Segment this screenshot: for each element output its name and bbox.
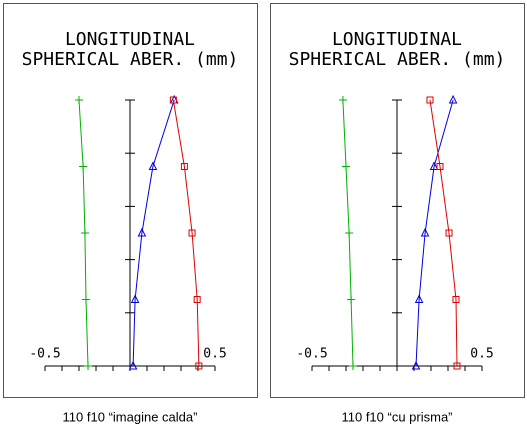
- curve: [415, 99, 454, 367]
- square-marker: [436, 163, 444, 170]
- chart-title: SPHERICAL ABER. (mm): [289, 49, 506, 70]
- triangle-marker: [137, 227, 147, 237]
- triangle-marker: [148, 161, 158, 170]
- x-tick-label: -0.5: [296, 347, 327, 362]
- square-marker: [426, 96, 434, 104]
- triangle-marker: [448, 94, 458, 104]
- square-marker: [193, 296, 201, 303]
- curve: [172, 99, 200, 367]
- triangle-marker: [130, 294, 140, 303]
- square-marker: [445, 229, 453, 237]
- square-marker: [453, 362, 461, 370]
- plus-marker: [338, 96, 347, 104]
- panel-frame: [3, 3, 258, 398]
- curve: [132, 99, 175, 367]
- square-marker: [169, 96, 177, 104]
- plus-marker: [84, 362, 93, 370]
- plus-marker: [81, 295, 90, 304]
- square-marker: [195, 362, 203, 370]
- triangle-marker: [420, 227, 430, 237]
- x-tick-label: -0.5: [29, 347, 60, 362]
- caption: 110 f10 “imagine calda”: [63, 409, 198, 424]
- plus-marker: [348, 362, 357, 370]
- plus-marker: [80, 229, 89, 237]
- chart-title: SPHERICAL ABER. (mm): [22, 49, 239, 70]
- square-marker: [180, 163, 188, 170]
- plus-marker: [345, 229, 354, 237]
- plus-marker: [79, 162, 88, 171]
- x-tick-label: 0.5: [470, 347, 493, 362]
- plus-marker: [347, 295, 356, 304]
- square-marker: [188, 229, 196, 237]
- triangle-marker: [414, 294, 424, 303]
- chart-title: LONGITUDINAL: [332, 29, 462, 50]
- triangle-marker: [429, 161, 439, 170]
- chart-title: LONGITUDINAL: [65, 29, 195, 50]
- triangle-marker: [128, 360, 138, 370]
- curve: [429, 99, 458, 367]
- square-marker: [452, 296, 460, 303]
- caption: 110 f10 “cu prisma”: [341, 409, 452, 424]
- plus-marker: [75, 96, 83, 104]
- triangle-marker: [411, 360, 421, 370]
- plus-marker: [342, 162, 350, 171]
- x-tick-label: 0.5: [203, 347, 226, 362]
- panel-frame: [270, 3, 525, 398]
